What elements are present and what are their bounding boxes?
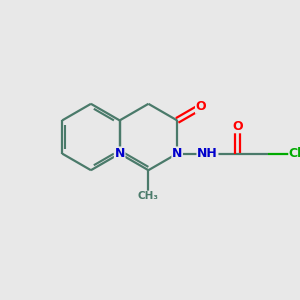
Text: N: N <box>172 147 182 160</box>
Text: O: O <box>232 120 243 133</box>
Text: N: N <box>115 147 125 160</box>
Text: O: O <box>196 100 206 113</box>
Text: NH: NH <box>197 147 218 160</box>
Text: CH₃: CH₃ <box>138 191 159 201</box>
Text: Cl: Cl <box>289 147 300 160</box>
